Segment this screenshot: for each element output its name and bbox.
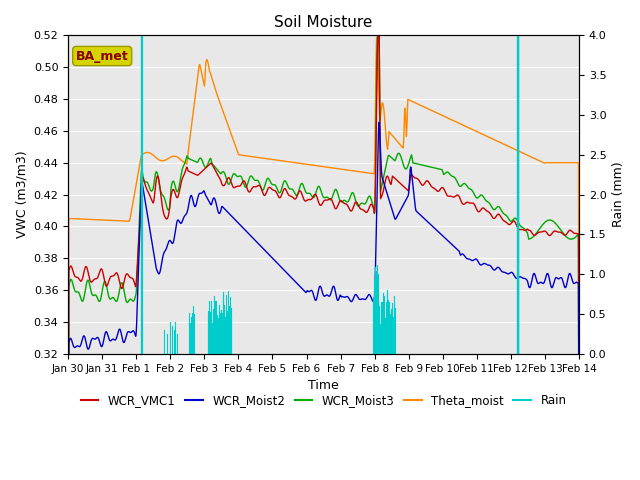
X-axis label: Time: Time <box>308 379 339 392</box>
Text: BA_met: BA_met <box>76 49 129 62</box>
Y-axis label: VWC (m3/m3): VWC (m3/m3) <box>15 151 28 239</box>
Y-axis label: Rain (mm): Rain (mm) <box>612 162 625 228</box>
Title: Soil Moisture: Soil Moisture <box>275 15 372 30</box>
Legend: WCR_VMC1, WCR_Moist2, WCR_Moist3, Theta_moist, Rain: WCR_VMC1, WCR_Moist2, WCR_Moist3, Theta_… <box>76 389 571 411</box>
